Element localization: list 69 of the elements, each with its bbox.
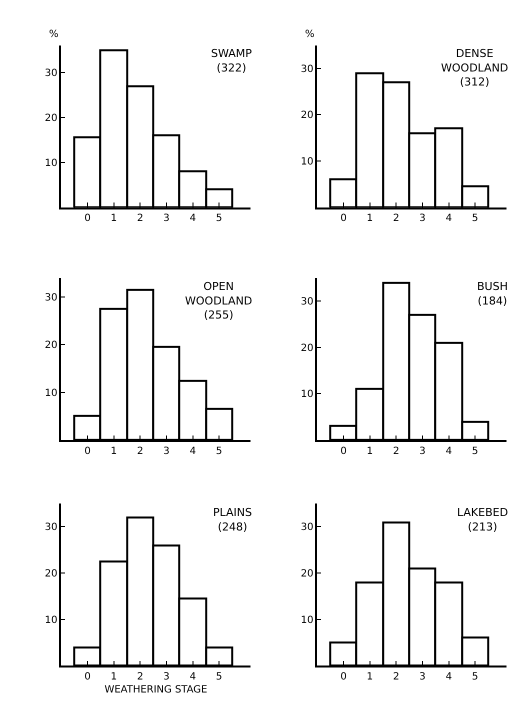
x-tick-label: 5 [472, 213, 478, 224]
x-tick-label: 4 [446, 446, 452, 457]
x-tick-label: 2 [392, 671, 400, 682]
y-tick-label: 10 [300, 614, 314, 626]
y-tick-label: 10 [300, 156, 314, 168]
text: (213) [468, 520, 498, 534]
x-tick-label: 2 [136, 213, 144, 224]
x-tick-label: 5 [472, 671, 478, 682]
x-axis-title: WEATHERING STAGE [104, 684, 208, 696]
y-axis-title: % [49, 29, 59, 40]
y-tick-label: 10 [44, 614, 58, 626]
text: (312) [460, 76, 490, 89]
x-tick-label: 3 [419, 671, 426, 682]
chart-title: PLAINS [213, 506, 252, 519]
y-tick-label: 20 [44, 112, 58, 124]
y-tick-label: 30 [300, 522, 314, 534]
y-tick-label: 30 [300, 64, 314, 75]
x-tick-label: 5 [216, 671, 222, 682]
y-tick-label: 10 [44, 158, 58, 169]
text: (248) [218, 520, 248, 534]
x-tick-label: 4 [446, 671, 452, 682]
y-tick-label: 20 [300, 342, 314, 354]
x-tick-label: 3 [163, 671, 170, 682]
x-tick-label: 3 [419, 213, 426, 224]
y-tick-label: 10 [44, 388, 58, 399]
chart-title: BUSH [477, 280, 508, 293]
text: DENSE WOODLAND [441, 47, 508, 74]
x-tick-label: 3 [163, 213, 170, 224]
text: OPEN WOODLAND [185, 280, 252, 308]
text: (255) [204, 308, 234, 322]
x-tick-label: 2 [392, 213, 400, 224]
x-tick-label: 0 [340, 671, 347, 682]
x-tick-label: 2 [136, 671, 144, 682]
x-tick-label: 3 [163, 446, 170, 457]
y-tick-label: 20 [44, 340, 58, 352]
x-tick-label: 0 [340, 213, 347, 224]
y-tick-label: 20 [44, 568, 58, 580]
x-tick-label: 4 [190, 671, 196, 682]
y-tick-label: 30 [44, 68, 58, 79]
x-tick-label: 2 [136, 446, 144, 457]
x-tick-label: 5 [216, 213, 222, 224]
chart-title: LAKEBED [457, 506, 508, 519]
x-tick-label: 0 [84, 213, 91, 224]
x-tick-label: 5 [216, 446, 222, 457]
x-tick-label: 4 [190, 446, 196, 457]
x-tick-label: 1 [110, 213, 118, 224]
x-tick-label: 1 [366, 446, 374, 457]
x-tick-label: 1 [366, 671, 374, 682]
text: (322) [216, 61, 246, 74]
x-tick-label: 4 [190, 213, 196, 224]
x-tick-label: 1 [366, 213, 374, 224]
x-tick-label: 1 [110, 446, 118, 457]
chart-title: SWAMP [211, 47, 252, 60]
x-tick-label: 4 [446, 213, 452, 224]
x-tick-label: 5 [472, 446, 478, 457]
y-tick-label: 20 [300, 568, 314, 580]
y-tick-label: 20 [300, 110, 314, 122]
y-tick-label: 30 [300, 296, 314, 308]
x-tick-label: 3 [419, 446, 426, 457]
x-tick-label: 2 [392, 446, 400, 457]
text: (184) [478, 294, 508, 308]
y-axis-title: % [305, 29, 315, 40]
x-tick-label: 0 [84, 446, 91, 457]
x-tick-label: 0 [340, 446, 347, 457]
y-tick-label: 10 [300, 389, 314, 400]
y-tick-label: 30 [44, 522, 58, 534]
y-tick-label: 30 [44, 292, 58, 304]
x-tick-label: 0 [84, 671, 91, 682]
x-tick-label: 1 [110, 671, 118, 682]
